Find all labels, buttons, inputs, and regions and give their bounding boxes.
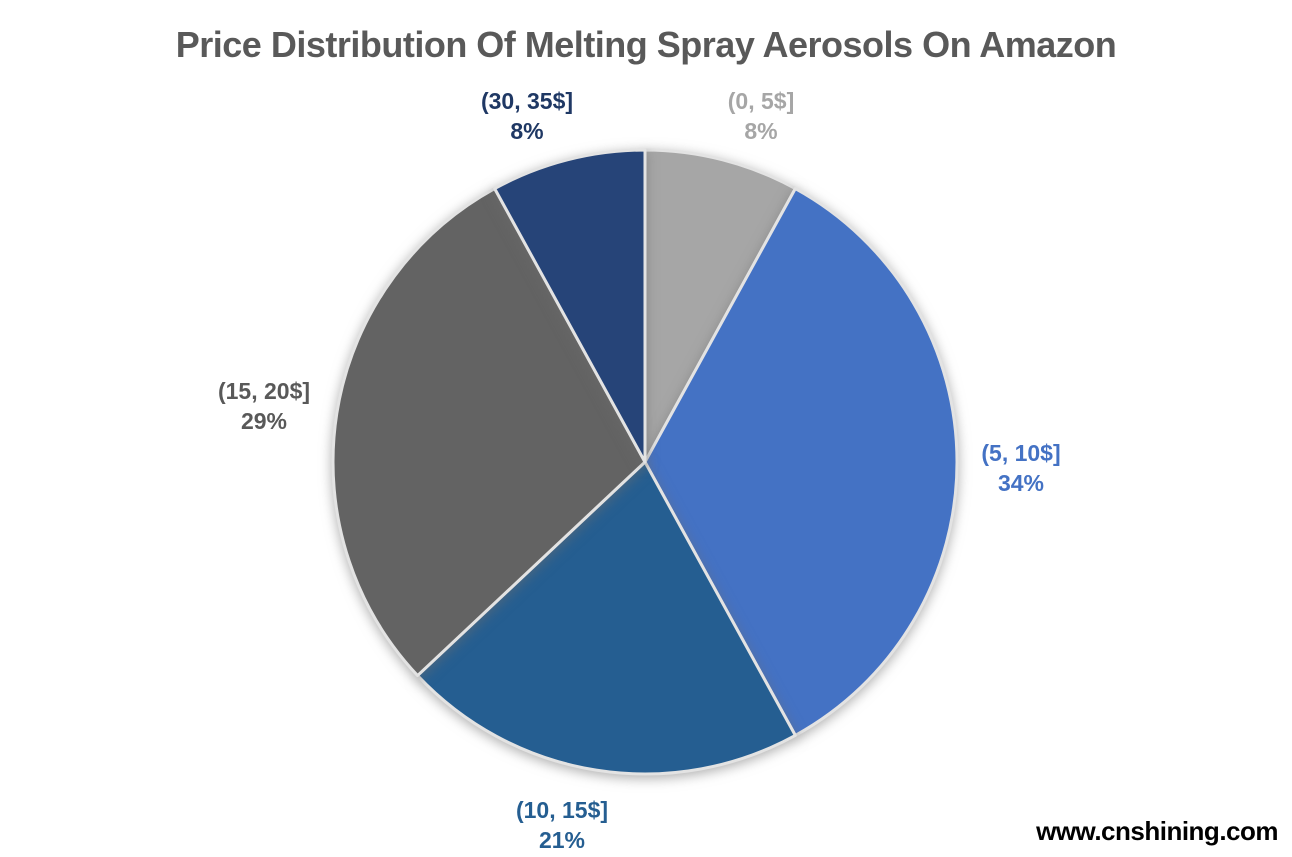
data-label-percent: 29% — [240, 408, 288, 434]
data-label-10-15: (10, 15$] 21% — [516, 795, 608, 855]
data-label-category: (30, 35$] — [480, 88, 574, 114]
data-label-percent: 8% — [744, 118, 778, 144]
data-label-percent: 8% — [510, 118, 544, 144]
pie-slice-4 — [493, 148, 647, 464]
data-label-percent: 34% — [997, 470, 1045, 496]
data-label-0-5: (0, 5$] 8% — [728, 86, 794, 146]
data-label-category: (10, 15$] — [515, 797, 609, 823]
pie-slice-1 — [643, 187, 959, 737]
data-label-5-10: (5, 10$] 34% — [981, 438, 1060, 498]
watermark: www.cnshining.com — [1036, 816, 1278, 846]
pie-slice-3 — [331, 187, 647, 678]
data-label-percent: 21% — [538, 827, 586, 853]
data-label-category: (0, 5$] — [727, 88, 795, 114]
data-label-category: (15, 20$] — [217, 378, 311, 404]
data-label-30-35: (30, 35$] 8% — [481, 86, 573, 146]
chart-title: Price Distribution Of Melting Spray Aero… — [175, 24, 1117, 65]
data-label-15-20: (15, 20$] 29% — [218, 376, 310, 436]
pie-slice-2 — [416, 460, 797, 776]
pie-slice-0 — [643, 148, 797, 464]
data-label-category: (5, 10$] — [981, 440, 1061, 466]
